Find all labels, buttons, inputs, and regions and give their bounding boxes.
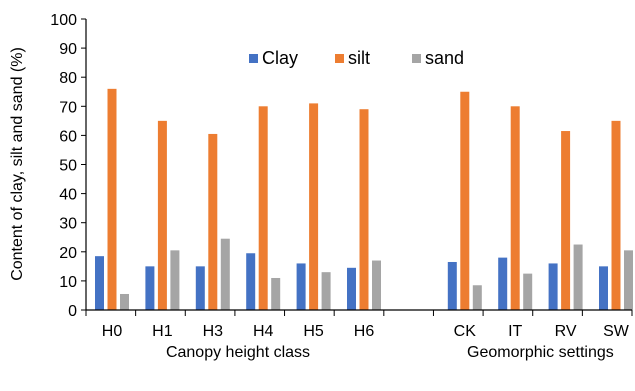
- x-tick-label: H3: [203, 323, 224, 340]
- bar-clay-h4: [246, 253, 256, 310]
- legend-swatch-sand: [412, 54, 421, 63]
- x-tick-label: RV: [555, 323, 577, 340]
- x-tick-label: H0: [102, 323, 123, 340]
- bar-clay-h1: [145, 266, 155, 310]
- legend: Clay silt sand: [249, 48, 464, 68]
- y-tick-label: 90: [59, 41, 77, 58]
- bar-sand-h5: [321, 272, 331, 310]
- bar-clay-sw: [599, 266, 608, 310]
- bar-silt-h5: [309, 103, 319, 310]
- legend-label-silt: silt: [348, 48, 370, 68]
- bar-sand-h1: [170, 250, 180, 310]
- bar-sand-it: [523, 273, 533, 310]
- y-axis-title: Content of clay, silt and sand (%): [9, 47, 26, 281]
- x-group-label: Geomorphic settings: [467, 344, 614, 361]
- bar-silt-it: [510, 106, 520, 310]
- bar-silt-rv: [561, 131, 571, 310]
- x-tick-label: SW: [603, 323, 630, 340]
- x-tick-label: IT: [508, 323, 522, 340]
- bar-silt-h4: [258, 106, 268, 310]
- bar-silt-h6: [359, 109, 369, 311]
- bar-sand-ck: [472, 285, 482, 310]
- bar-clay-h5: [296, 263, 306, 310]
- x-axis-group-labels: Canopy height class Geomorphic settings: [166, 344, 614, 361]
- bar-marks: [95, 88, 633, 311]
- y-tick-label: 60: [59, 128, 77, 145]
- x-tick-label: H4: [253, 323, 274, 340]
- x-tick-label: H6: [354, 323, 375, 340]
- bar-silt-h3: [208, 133, 218, 310]
- legend-swatch-clay: [249, 54, 258, 63]
- bar-clay-it: [498, 257, 508, 310]
- bar-clay-h6: [347, 267, 356, 310]
- y-tick-label: 30: [59, 216, 77, 233]
- bar-sand-h4: [271, 277, 281, 310]
- y-tick-label: 100: [50, 12, 77, 29]
- y-tick-label: 50: [59, 158, 77, 175]
- bar-clay-rv: [548, 263, 558, 310]
- bar-silt-sw: [611, 120, 621, 310]
- legend-label-clay: Clay: [262, 48, 298, 68]
- bar-silt-h0: [107, 88, 117, 310]
- axes: [85, 19, 633, 316]
- x-tick-label: CK: [454, 323, 477, 340]
- x-axis-tick-labels: H0 H1 H3 H4 H5 H6 CK IT RV SW: [102, 323, 630, 340]
- bar-silt-h1: [157, 120, 167, 310]
- bar-sand-rv: [573, 244, 583, 310]
- x-tick-label: H1: [152, 323, 173, 340]
- y-axis-ticks: 0 10 20 30 40 50 60 70 80 90 100: [50, 12, 86, 320]
- legend-swatch-silt: [335, 54, 344, 63]
- y-tick-label: 70: [59, 99, 77, 116]
- y-tick-label: 80: [59, 70, 77, 87]
- y-tick-label: 10: [59, 274, 77, 291]
- bar-clay-ck: [447, 261, 457, 310]
- y-tick-label: 40: [59, 187, 77, 204]
- bar-clay-h3: [195, 266, 205, 310]
- bar-sand-sw: [624, 250, 633, 310]
- bar-sand-h3: [220, 238, 230, 310]
- x-tick-label: H5: [303, 323, 324, 340]
- legend-label-sand: sand: [425, 48, 464, 68]
- y-tick-label: 0: [68, 303, 77, 320]
- y-tick-label: 20: [59, 245, 77, 262]
- x-group-label: Canopy height class: [166, 344, 310, 361]
- bar-clay-h0: [95, 256, 104, 310]
- bar-silt-ck: [460, 91, 470, 310]
- bar-sand-h0: [120, 293, 129, 310]
- bar-sand-h6: [372, 260, 381, 310]
